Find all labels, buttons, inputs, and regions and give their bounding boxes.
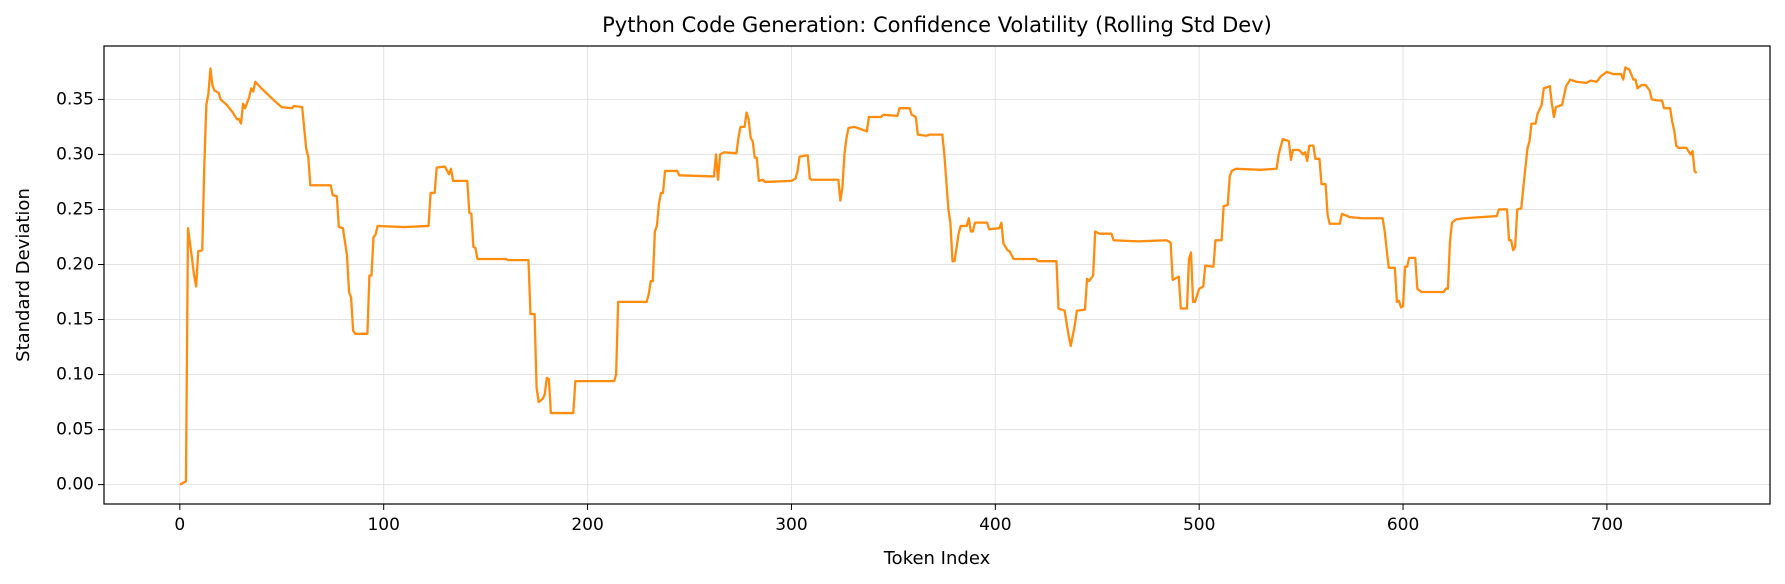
y-tick-label: 0.15 <box>56 310 94 330</box>
x-tick-label: 600 <box>1387 515 1419 535</box>
x-tick-label: 500 <box>1183 515 1215 535</box>
y-tick-label: 0.30 <box>56 144 94 164</box>
x-tick-label: 100 <box>367 515 399 535</box>
y-tick-label: 0.05 <box>56 420 94 440</box>
x-tick-label: 700 <box>1591 515 1623 535</box>
x-tick-label: 300 <box>775 515 807 535</box>
y-tick-label: 0.35 <box>56 89 94 109</box>
y-tick-label: 0.00 <box>56 475 94 495</box>
x-tick-label: 400 <box>979 515 1011 535</box>
plot-frame <box>103 45 1771 505</box>
y-tick-label: 0.10 <box>56 365 94 385</box>
x-tick-label: 0 <box>174 515 185 535</box>
chart-title: Python Code Generation: Confidence Volat… <box>602 13 1272 37</box>
y-axis-label: Standard Deviation <box>13 188 34 362</box>
x-axis-label: Token Index <box>883 548 991 569</box>
y-tick-label: 0.25 <box>56 199 94 219</box>
y-tick-label: 0.20 <box>56 254 94 274</box>
data-line <box>179 66 1698 486</box>
x-tick-label: 200 <box>571 515 603 535</box>
